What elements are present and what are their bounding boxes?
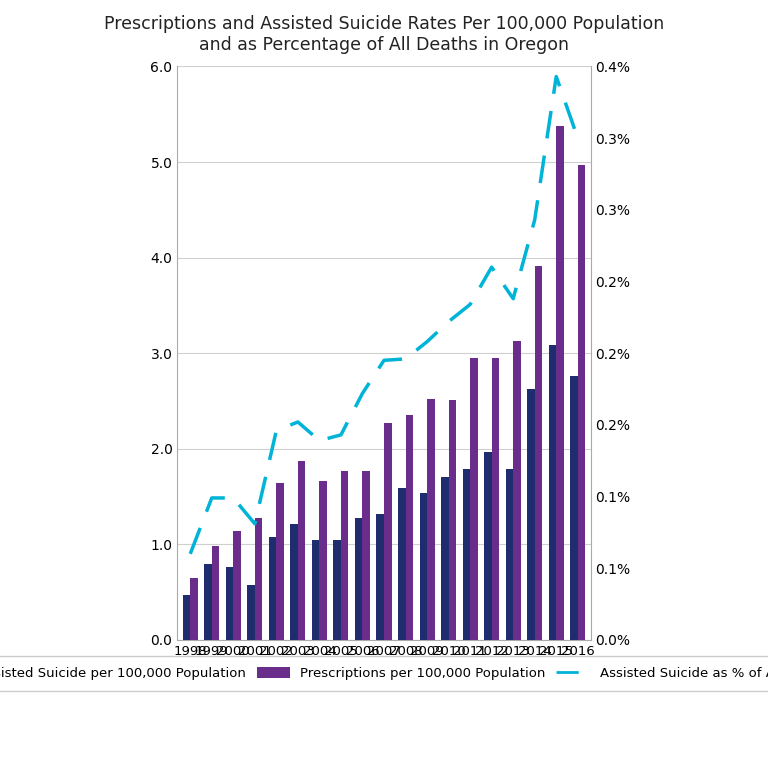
Bar xyxy=(333,540,341,640)
Bar xyxy=(269,537,276,640)
Bar xyxy=(212,546,220,640)
Bar xyxy=(419,493,427,640)
Bar xyxy=(319,481,327,640)
Bar xyxy=(204,564,212,640)
Bar xyxy=(233,531,241,640)
Bar xyxy=(183,595,190,640)
Bar xyxy=(470,358,478,640)
Bar xyxy=(505,469,513,640)
Bar xyxy=(427,399,435,640)
Bar xyxy=(384,423,392,640)
Bar xyxy=(190,578,198,640)
Bar xyxy=(492,358,499,640)
Bar xyxy=(449,400,456,640)
Bar xyxy=(513,341,521,640)
Bar xyxy=(398,488,406,640)
Bar xyxy=(462,469,470,640)
Bar xyxy=(247,585,255,640)
Bar xyxy=(226,568,233,640)
Bar xyxy=(355,518,362,640)
Legend: Assisted Suicide per 100,000 Population, Prescriptions per 100,000 Population, A: Assisted Suicide per 100,000 Population,… xyxy=(0,656,768,691)
Bar xyxy=(556,125,564,640)
Bar xyxy=(535,266,542,640)
Bar xyxy=(341,471,349,640)
Bar xyxy=(484,451,492,640)
Bar xyxy=(441,478,449,640)
Bar xyxy=(362,471,370,640)
Bar xyxy=(527,388,535,640)
Bar xyxy=(548,345,556,640)
Bar xyxy=(570,376,578,640)
Bar xyxy=(298,461,306,640)
Bar xyxy=(578,165,585,640)
Bar xyxy=(290,524,298,640)
Bar xyxy=(276,483,284,640)
Title: Prescriptions and Assisted Suicide Rates Per 100,000 Population
and as Percentag: Prescriptions and Assisted Suicide Rates… xyxy=(104,15,664,54)
Bar xyxy=(312,540,319,640)
Bar xyxy=(406,415,413,640)
Bar xyxy=(376,514,384,640)
Bar xyxy=(255,518,263,640)
